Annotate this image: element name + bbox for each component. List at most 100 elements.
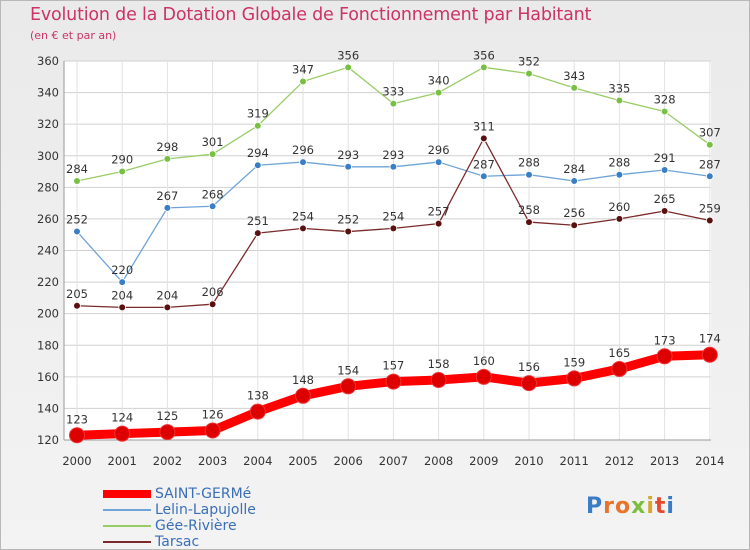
data-point — [701, 346, 718, 363]
y-tick-label: 280 — [37, 180, 59, 194]
data-point — [525, 170, 533, 179]
data-point — [114, 425, 131, 442]
data-label: 268 — [202, 187, 224, 201]
data-point — [208, 300, 217, 308]
data-label: 205 — [66, 287, 88, 301]
data-point — [344, 163, 353, 171]
data-point — [430, 371, 447, 388]
data-label: 254 — [292, 209, 314, 223]
x-tick-label: 2013 — [650, 454, 679, 468]
data-point — [73, 301, 81, 310]
x-tick-label: 2002 — [153, 454, 182, 468]
y-tick-label: 200 — [37, 307, 59, 321]
legend-swatch — [103, 525, 151, 527]
data-label: 251 — [247, 214, 269, 228]
data-label: 265 — [654, 192, 676, 206]
data-point — [118, 303, 126, 312]
data-point — [615, 96, 624, 105]
data-label: 123 — [66, 412, 88, 426]
data-label: 288 — [518, 156, 540, 170]
x-tick-label: 2001 — [108, 454, 137, 468]
data-point — [340, 378, 357, 395]
data-point — [521, 375, 537, 392]
data-label: 206 — [202, 285, 224, 299]
data-point — [253, 229, 262, 237]
data-label: 287 — [473, 157, 495, 171]
data-label: 333 — [382, 85, 404, 99]
logo-letter: P — [586, 494, 604, 519]
logo-letter: o — [614, 494, 632, 519]
data-point — [249, 403, 266, 420]
data-label: 288 — [608, 156, 630, 170]
data-label: 252 — [66, 213, 88, 227]
logo-letter: i — [666, 494, 675, 519]
data-point — [570, 177, 578, 185]
data-label: 356 — [473, 48, 495, 62]
y-tick-label: 340 — [37, 86, 59, 100]
data-point — [705, 140, 714, 149]
legend-swatch — [103, 490, 151, 498]
data-label: 220 — [111, 263, 133, 277]
data-point — [434, 219, 443, 228]
data-label: 343 — [563, 69, 585, 83]
data-point — [660, 107, 669, 116]
y-tick-label: 120 — [37, 433, 59, 447]
y-tick-label: 320 — [37, 117, 59, 131]
data-label: 258 — [518, 203, 540, 217]
data-point — [385, 373, 402, 390]
data-label: 124 — [111, 411, 133, 425]
data-point — [434, 88, 443, 97]
x-tick-label: 2000 — [62, 454, 91, 468]
data-point — [570, 84, 578, 92]
data-label: 301 — [202, 135, 224, 149]
data-point — [118, 167, 126, 176]
data-label: 259 — [699, 201, 721, 215]
data-label: 293 — [337, 148, 359, 162]
data-point — [705, 216, 714, 225]
data-point — [163, 303, 172, 312]
data-label: 126 — [202, 408, 224, 422]
legend-label: Gée-Rivière — [155, 518, 237, 534]
data-point — [253, 161, 262, 170]
data-point — [656, 348, 673, 365]
data-label: 148 — [292, 373, 314, 387]
logo-letter: r — [603, 494, 615, 519]
x-tick-label: 2009 — [469, 454, 498, 468]
data-point — [479, 63, 488, 72]
data-label: 284 — [66, 162, 88, 176]
data-label: 290 — [111, 153, 133, 167]
data-label: 260 — [608, 200, 630, 214]
data-label: 287 — [699, 157, 721, 171]
legend-swatch — [103, 541, 151, 543]
y-tick-label: 140 — [37, 401, 59, 415]
data-label: 159 — [563, 355, 585, 369]
data-label: 340 — [428, 74, 450, 88]
data-point — [208, 202, 217, 211]
data-label: 296 — [292, 143, 314, 157]
data-label: 356 — [337, 48, 359, 62]
y-tick-label: 160 — [37, 370, 59, 384]
data-label: 257 — [428, 205, 450, 219]
x-tick-label: 2006 — [334, 454, 363, 468]
y-tick-label: 240 — [37, 244, 59, 258]
data-label: 158 — [428, 357, 450, 371]
data-point — [344, 227, 353, 236]
x-tick-label: 2005 — [288, 454, 317, 468]
data-label: 352 — [518, 55, 540, 69]
legend-label: Tarsac — [155, 534, 200, 550]
x-tick-label: 2014 — [695, 454, 724, 468]
data-label: 294 — [247, 146, 269, 160]
data-label: 328 — [654, 93, 676, 107]
x-tick-label: 2012 — [605, 454, 634, 468]
data-point — [475, 368, 492, 385]
data-label: 154 — [337, 363, 359, 377]
data-label: 160 — [473, 354, 495, 368]
logo-letter: i — [646, 494, 655, 519]
x-tick-label: 2008 — [424, 454, 453, 468]
x-tick-label: 2011 — [560, 454, 589, 468]
data-point — [299, 224, 307, 233]
legend-swatch — [103, 509, 151, 511]
data-label: 204 — [156, 288, 178, 302]
